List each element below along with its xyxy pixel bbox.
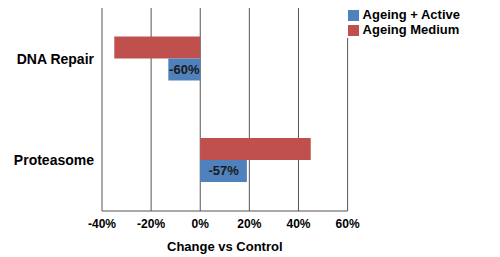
svg-text:-20%: -20% — [137, 217, 165, 231]
svg-text:-57%: -57% — [208, 163, 239, 178]
svg-text:Change vs Control: Change vs Control — [167, 239, 283, 254]
svg-text:DNA Repair: DNA Repair — [17, 51, 95, 67]
svg-text:0%: 0% — [192, 217, 210, 231]
html-text:Ageing + Active: Ageing + Active — [362, 7, 460, 22]
svg-text:60%: 60% — [336, 217, 360, 231]
html-text:Ageing Medium: Ageing Medium — [362, 22, 460, 37]
svg-text:-60%: -60% — [169, 62, 200, 77]
svg-text:-40%: -40% — [88, 217, 116, 231]
svg-text:Proteasome: Proteasome — [14, 152, 94, 168]
svg-text:20%: 20% — [237, 217, 261, 231]
svg-text:40%: 40% — [286, 217, 310, 231]
